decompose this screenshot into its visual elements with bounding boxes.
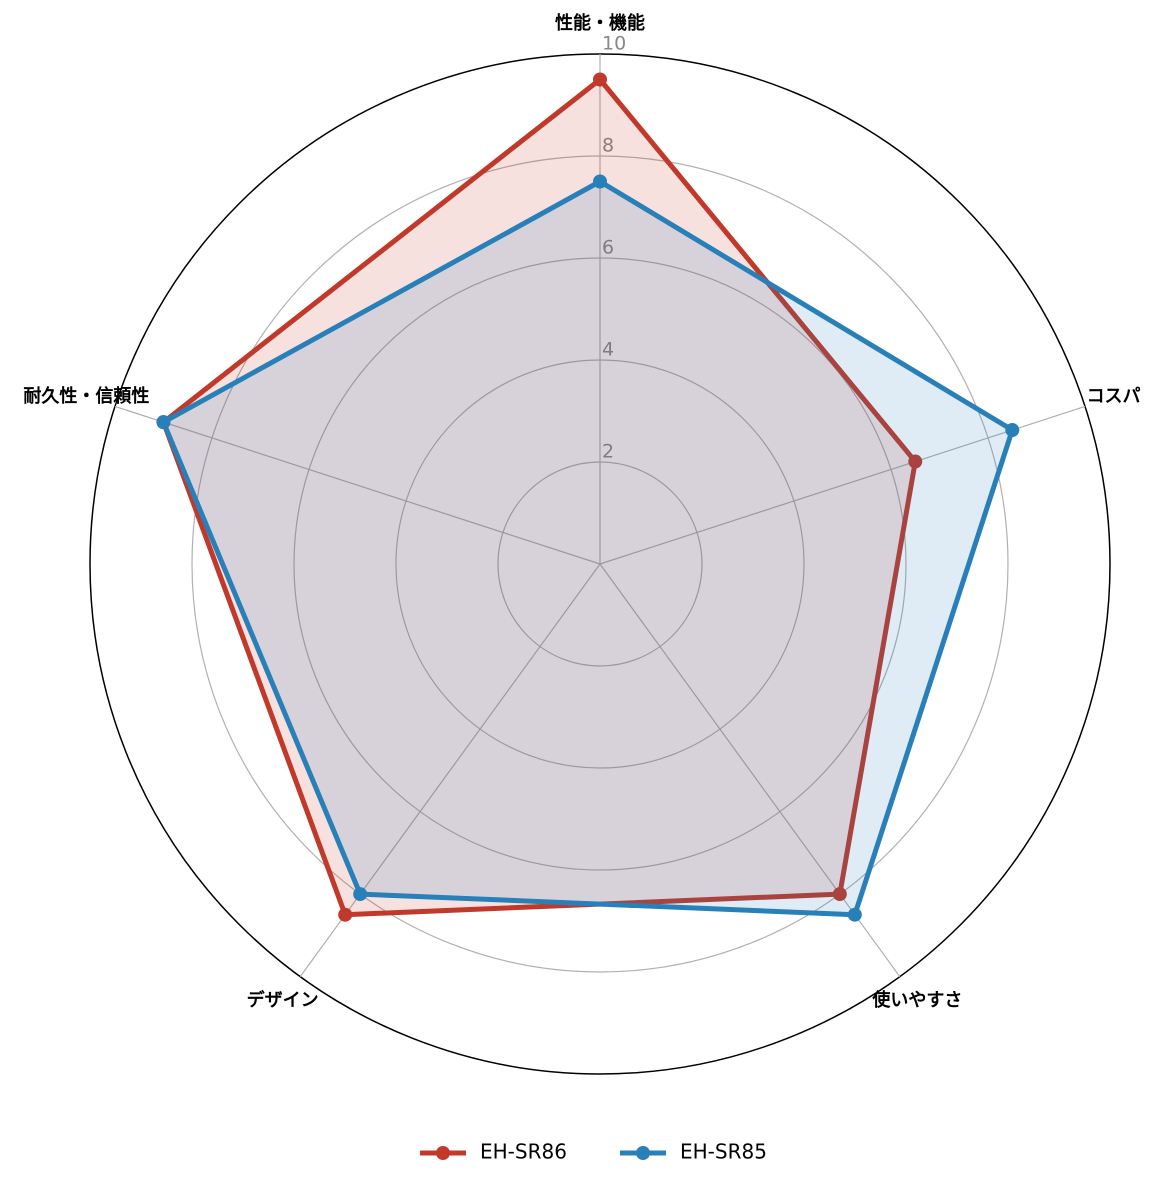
series-area <box>163 181 1013 915</box>
spoke <box>599 563 901 977</box>
category-label: 性能・機能 <box>555 12 645 34</box>
legend-marker <box>436 1146 450 1160</box>
point-marker <box>156 415 171 430</box>
legend-label: EH-SR85 <box>680 1140 767 1164</box>
spoke <box>299 563 601 977</box>
category-label: コスパ <box>1087 386 1141 407</box>
point-marker <box>908 454 923 469</box>
series-line <box>160 179 1015 918</box>
point-marker <box>338 907 353 922</box>
r-tick-label: 10 <box>602 33 626 55</box>
point-marker <box>593 174 607 189</box>
series-area <box>163 79 916 915</box>
point-marker <box>1005 423 1020 438</box>
point-marker <box>353 887 368 902</box>
category-label: デザイン <box>247 989 319 1011</box>
r-tick-label: 8 <box>602 135 614 157</box>
category-label: 耐久性・信頼性 <box>23 385 149 407</box>
legend-label: EH-SR86 <box>480 1140 567 1164</box>
r-tick-label: 2 <box>602 441 614 463</box>
point-marker <box>847 907 862 922</box>
spoke <box>114 405 601 565</box>
point-marker <box>593 72 607 87</box>
legend-marker <box>636 1146 650 1160</box>
category-label: 使いやすさ <box>871 990 962 1011</box>
r-tick-label: 4 <box>602 339 614 361</box>
point-marker <box>832 887 847 902</box>
r-tick-label: 6 <box>602 237 614 259</box>
spoke <box>599 405 1086 565</box>
